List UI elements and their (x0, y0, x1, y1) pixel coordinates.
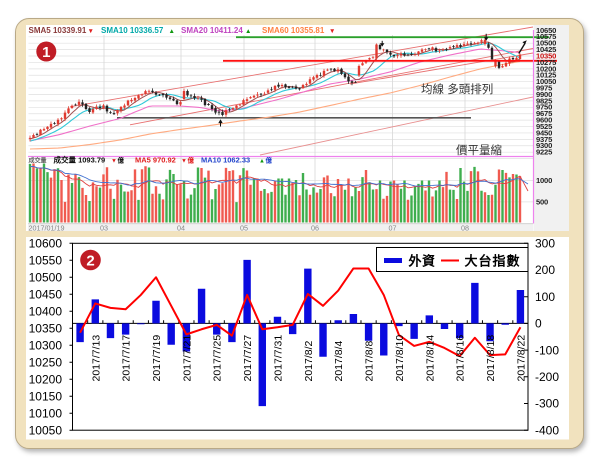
svg-text:2017/8/2: 2017/8/2 (303, 340, 315, 381)
svg-text:9900: 9900 (536, 90, 552, 99)
svg-text:▼: ▼ (181, 158, 187, 164)
svg-text:▼: ▼ (329, 28, 335, 35)
svg-text:▲: ▲ (259, 158, 265, 164)
svg-text:9300: 9300 (536, 141, 552, 150)
svg-text:-100: -100 (535, 343, 559, 357)
svg-text:2017/7/25: 2017/7/25 (212, 335, 224, 382)
svg-text:10450: 10450 (29, 287, 63, 301)
svg-text:06: 06 (311, 224, 319, 233)
svg-text:9525: 9525 (536, 122, 553, 131)
svg-text:1000: 1000 (536, 176, 552, 185)
svg-text:9975: 9975 (536, 83, 553, 92)
svg-text:08: 08 (461, 224, 469, 233)
svg-text:▲: ▲ (245, 28, 251, 35)
svg-text:300: 300 (535, 237, 555, 251)
svg-text:SMA5 10339.91: SMA5 10339.91 (29, 26, 87, 35)
svg-text:2017/7/17: 2017/7/17 (121, 335, 133, 382)
svg-text:2017/8/4: 2017/8/4 (333, 340, 345, 381)
svg-text:MA10 1062.33: MA10 1062.33 (201, 155, 250, 164)
svg-text:07: 07 (389, 224, 397, 233)
svg-text:9675: 9675 (536, 109, 553, 118)
svg-text:SMA10 10336.57: SMA10 10336.57 (101, 26, 164, 35)
svg-text:▼: ▼ (88, 28, 94, 35)
svg-text:成交量 1093.79: 成交量 1093.79 (54, 154, 106, 164)
svg-text:均線 多頭排列: 均線 多頭排列 (421, 82, 493, 96)
svg-text:▲: ▲ (169, 28, 175, 35)
svg-text:SMA60 10355.81: SMA60 10355.81 (262, 26, 325, 35)
svg-text:0: 0 (535, 317, 542, 331)
svg-text:2017/8/8: 2017/8/8 (364, 340, 376, 381)
svg-text:價平量縮: 價平量縮 (456, 143, 502, 157)
svg-text:億: 億 (118, 155, 125, 164)
svg-text:10125: 10125 (536, 71, 557, 80)
svg-text:2017/7/27: 2017/7/27 (242, 335, 254, 382)
svg-text:10275: 10275 (536, 58, 557, 67)
svg-text:億: 億 (266, 155, 273, 164)
svg-text:9225: 9225 (536, 148, 553, 157)
svg-text:10100: 10100 (29, 406, 63, 420)
svg-text:10350: 10350 (29, 321, 63, 335)
svg-text:大台指數: 大台指數 (465, 253, 521, 268)
svg-text:10500: 10500 (29, 270, 63, 284)
svg-text:億: 億 (188, 155, 195, 164)
svg-text:200: 200 (535, 263, 555, 277)
svg-text:-300: -300 (535, 397, 559, 411)
svg-text:10600: 10600 (29, 237, 63, 251)
svg-text:10350: 10350 (536, 51, 556, 60)
svg-text:MA5 970.92: MA5 970.92 (135, 155, 176, 164)
svg-text:9375: 9375 (536, 135, 553, 144)
svg-text:03: 03 (100, 224, 108, 233)
svg-text:2017/7/31: 2017/7/31 (272, 335, 284, 382)
svg-text:SMA20 10411.24: SMA20 10411.24 (181, 26, 243, 35)
svg-text:成交量: 成交量 (29, 156, 47, 164)
svg-text:10425: 10425 (536, 45, 557, 54)
svg-text:10500: 10500 (536, 39, 556, 48)
svg-text:10050: 10050 (536, 77, 556, 86)
svg-text:10250: 10250 (29, 355, 63, 369)
svg-text:10400: 10400 (29, 304, 63, 318)
svg-text:10300: 10300 (29, 338, 63, 352)
svg-text:9750: 9750 (536, 103, 552, 112)
svg-text:10150: 10150 (29, 389, 63, 403)
svg-text:04: 04 (177, 224, 185, 233)
svg-text:2017/7/19: 2017/7/19 (151, 335, 163, 382)
svg-text:2017/8/18: 2017/8/18 (485, 335, 497, 382)
svg-text:10200: 10200 (29, 372, 63, 386)
svg-text:2017/8/10: 2017/8/10 (394, 335, 406, 382)
svg-text:外資: 外資 (408, 253, 436, 268)
svg-text:2017/8/16: 2017/8/16 (455, 335, 467, 382)
svg-text:05: 05 (240, 224, 248, 233)
svg-text:10650: 10650 (536, 26, 556, 35)
svg-text:2017/7/13: 2017/7/13 (90, 335, 102, 382)
svg-text:10200: 10200 (536, 64, 556, 73)
svg-text:1: 1 (42, 44, 50, 61)
svg-text:100: 100 (535, 290, 555, 304)
svg-text:10050: 10050 (29, 423, 63, 437)
svg-text:2017/8/22: 2017/8/22 (515, 335, 527, 382)
svg-text:▼: ▼ (111, 158, 117, 164)
svg-text:-400: -400 (535, 423, 559, 437)
svg-text:2017/7/21: 2017/7/21 (181, 335, 193, 382)
svg-text:-200: -200 (535, 370, 559, 384)
svg-text:9600: 9600 (536, 116, 552, 125)
svg-text:10550: 10550 (29, 253, 63, 267)
svg-text:10575: 10575 (536, 32, 557, 41)
svg-text:2: 2 (86, 252, 94, 269)
svg-text:500: 500 (536, 197, 548, 206)
svg-text:2017/8/14: 2017/8/14 (424, 335, 436, 382)
svg-text:2017/01/19: 2017/01/19 (29, 224, 65, 233)
svg-text:9825: 9825 (536, 96, 553, 105)
svg-text:9450: 9450 (536, 128, 552, 137)
